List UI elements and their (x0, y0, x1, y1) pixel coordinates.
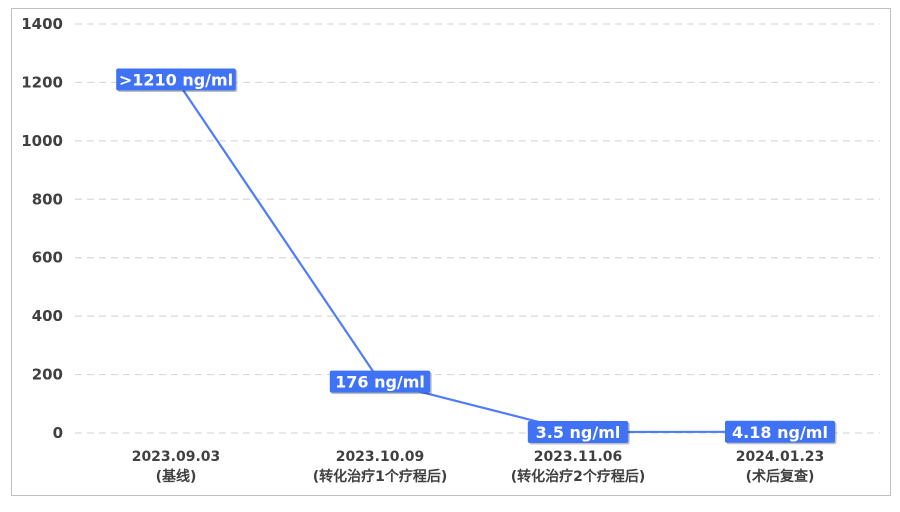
x-axis-category-labels: 2023.09.03 (基线)2023.10.09 (转化治疗1个疗程后)2023.… (132, 449, 825, 485)
x-category-label: 2024.01.23 (术后复查) (736, 449, 825, 485)
x-category-label-line: (转化治疗1个疗程后) (313, 468, 448, 485)
y-tick-label: 0 (53, 424, 63, 442)
data-label: 4.18 ng/ml (732, 423, 828, 442)
y-tick-label: 1400 (21, 15, 63, 33)
y-tick-label: 600 (32, 249, 63, 267)
data-label: >1210 ng/ml (119, 71, 233, 90)
y-tick-label: 1200 (21, 73, 63, 91)
series-line-group (174, 78, 782, 434)
y-tick-label: 200 (32, 366, 63, 384)
x-category-label-line: 2023.11.06 (534, 449, 623, 465)
x-category-label-line: (术后复查) (746, 468, 815, 485)
x-category-label: 2023.10.09 (转化治疗1个疗程后) (313, 449, 448, 485)
data-label-box (725, 420, 835, 443)
y-axis-tick-labels: 0 200 400 600 800 1000 1200 1400 (21, 15, 63, 442)
x-category-label-line: (基线) (156, 468, 197, 485)
data-label-box (116, 68, 236, 91)
x-category-label-line: (转化治疗2个疗程后) (511, 468, 646, 485)
y-tick-label: 800 (32, 190, 63, 208)
x-category-label: 2023.11.06 (转化治疗2个疗程后) (511, 449, 646, 485)
y-tick-label: 1000 (21, 132, 63, 150)
data-label: 3.5 ng/ml (536, 423, 621, 442)
y-tick-label: 400 (32, 307, 63, 325)
data-label: 176 ng/ml (335, 373, 425, 392)
x-category-label-line: 2023.09.03 (132, 449, 221, 465)
x-category-label-line: 2023.10.09 (336, 449, 425, 465)
x-category-label-line: 2024.01.23 (736, 449, 825, 465)
data-label-box (329, 370, 431, 393)
series-line (175, 78, 781, 434)
data-labels: >1210 ng/ml 176 ng/ml 3.5 ng/ml 4.18 ng/ml (116, 68, 837, 445)
data-label-box (527, 420, 629, 443)
x-category-label: 2023.09.03 (基线) (132, 449, 221, 485)
